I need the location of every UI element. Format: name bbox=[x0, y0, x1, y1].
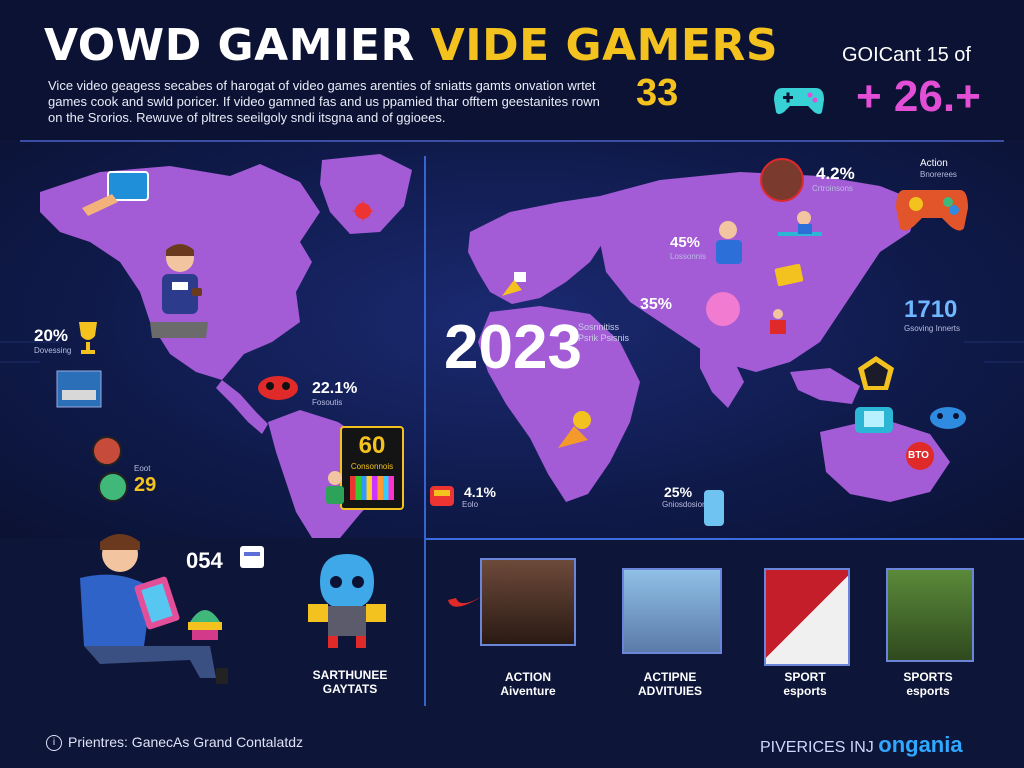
world-map-panel: 60 Consonnois 20% Dovessing 22.1% Fosout… bbox=[0, 142, 1024, 538]
source-note: i Prientres: GanecAs Grand Contalatdz bbox=[46, 734, 304, 752]
desk-gamer-icon bbox=[778, 211, 822, 236]
land-europe bbox=[468, 196, 620, 304]
horizontal-divider bbox=[426, 538, 1024, 540]
land-greenland bbox=[320, 154, 412, 234]
gamepad-icon bbox=[774, 88, 824, 114]
land-asia bbox=[600, 172, 920, 372]
card-actipne-label: ACTIPNE ADVITUIES bbox=[637, 670, 702, 698]
tablet-gamer-illustration bbox=[80, 534, 228, 684]
header-divider bbox=[20, 140, 1004, 142]
title-white-part: VOWD GAMIER bbox=[44, 20, 431, 71]
brand-name: ongania bbox=[878, 732, 963, 757]
card-sports-label: SPORTS esports bbox=[903, 670, 953, 698]
land-india bbox=[700, 342, 744, 408]
shield-emblem-icon bbox=[858, 356, 894, 390]
stat-22-value: 22.1% bbox=[312, 380, 358, 397]
stat-1710-label: Gsoving Innerts bbox=[904, 324, 961, 333]
stat-bto-value: BTO bbox=[908, 450, 929, 461]
stat-42-value: 4.2% bbox=[816, 164, 855, 183]
big-red-controller-icon bbox=[896, 190, 968, 231]
handheld-console-icon bbox=[855, 407, 893, 433]
card-action-adventure-label: ACTION Aiventure bbox=[500, 670, 556, 698]
brand-logo: PIVERICES INJ ongania bbox=[760, 732, 963, 758]
land-southeast-asia bbox=[790, 368, 860, 404]
console-scene-icon bbox=[56, 370, 102, 408]
gamer-south-america-icon bbox=[326, 471, 344, 504]
page-title: VOWD GAMIER VIDE GAMERS bbox=[44, 20, 778, 71]
gamer-asia-icon bbox=[716, 221, 742, 264]
stat-25-label: Gniosdosiors bbox=[662, 500, 709, 509]
action-badge-title: Action bbox=[920, 158, 948, 169]
location-pin-icon bbox=[706, 292, 740, 326]
source-text: Prientres: GanecAs Grand Contalatdz bbox=[68, 734, 304, 750]
stat-45-label: Lossonnis bbox=[670, 252, 707, 261]
header-stat-label: GOICant 15 of bbox=[842, 44, 971, 66]
stat-41-label: Eolo bbox=[462, 500, 479, 509]
red-controller-icon bbox=[258, 376, 298, 400]
avatar-red-icon bbox=[92, 436, 122, 466]
action-badge-sub: Bnorerees bbox=[920, 170, 957, 179]
stat-25-value: 25% bbox=[664, 484, 693, 500]
card-action-adventure-image bbox=[480, 558, 576, 646]
stat-1710-value: 1710 bbox=[904, 296, 958, 323]
header: VOWD GAMIER VIDE GAMERS Vice video geage… bbox=[0, 0, 1024, 140]
europe-gamer-icon bbox=[502, 272, 526, 296]
pin-marker-icon bbox=[351, 199, 375, 223]
stat-054-value: 054 bbox=[186, 548, 223, 573]
box-icon bbox=[240, 546, 264, 568]
card-sports-image bbox=[886, 568, 974, 662]
stat-29-label: Eoot bbox=[134, 464, 151, 473]
land-central-america bbox=[216, 380, 268, 434]
card-actipne-image bbox=[622, 568, 722, 654]
tablet-hand-illustration bbox=[82, 171, 149, 216]
stat-60-label: Consonnois bbox=[350, 462, 394, 471]
stat-45-value: 45% bbox=[670, 234, 701, 251]
stat-20-value: 20% bbox=[34, 326, 69, 345]
genre-cards: ACTION Aiventure ACTIPNE ADVITUIES SPORT… bbox=[426, 540, 1024, 720]
stat-35-value: 35% bbox=[640, 296, 673, 313]
blue-controller-icon bbox=[930, 407, 966, 429]
skull-robot-illustration bbox=[308, 554, 386, 648]
phone-character-icon bbox=[704, 490, 724, 526]
africa-character-icon bbox=[558, 411, 591, 448]
info-icon: i bbox=[46, 735, 62, 752]
stat-20-label: Dovessing bbox=[34, 346, 72, 355]
stat-22-label: Fosoutis bbox=[312, 398, 343, 407]
bto-pin-icon bbox=[906, 442, 934, 470]
vertical-divider bbox=[424, 156, 426, 706]
year-heading: 2023 bbox=[444, 313, 582, 382]
card-sarthunee-label: SARTHUNEE GAYTATS bbox=[312, 668, 388, 696]
stat-60-value: 60 bbox=[358, 432, 386, 459]
card-sport-label: SPORT esports bbox=[783, 670, 827, 698]
stat-60-badge: 60 Consonnois bbox=[340, 426, 404, 510]
header-stat-value: 33 bbox=[636, 72, 679, 114]
year-note: Sosnnitiss Psrik Psisnis bbox=[578, 322, 630, 343]
trophy-icon bbox=[79, 322, 97, 354]
brand-prefix: PIVERICES INJ bbox=[760, 739, 879, 756]
intro-text: Vice video geagess secabes of harogat of… bbox=[48, 78, 600, 125]
green-toy-icon bbox=[188, 610, 222, 640]
avatar-green-icon bbox=[98, 472, 128, 502]
land-africa bbox=[478, 306, 640, 502]
backpack-icon bbox=[430, 486, 454, 506]
stat-42-label: Crtroinsons bbox=[812, 184, 853, 193]
stat-41-value: 4.1% bbox=[464, 484, 496, 500]
runner-gamer-icon bbox=[770, 309, 786, 334]
card-sport-image bbox=[764, 568, 850, 666]
gamer-person-illustration bbox=[150, 244, 208, 338]
avatar-player-icon bbox=[760, 158, 804, 202]
game-tiles-icon bbox=[350, 476, 394, 500]
nike-swoosh-icon bbox=[448, 594, 486, 607]
header-stat-big: + 26.+ bbox=[856, 72, 981, 121]
title-yellow-part: VIDE GAMERS bbox=[430, 20, 779, 71]
world-map bbox=[0, 154, 1024, 538]
ticket-icon bbox=[774, 263, 804, 287]
stat-29-value: 29 bbox=[134, 474, 157, 496]
land-australia bbox=[820, 418, 950, 502]
